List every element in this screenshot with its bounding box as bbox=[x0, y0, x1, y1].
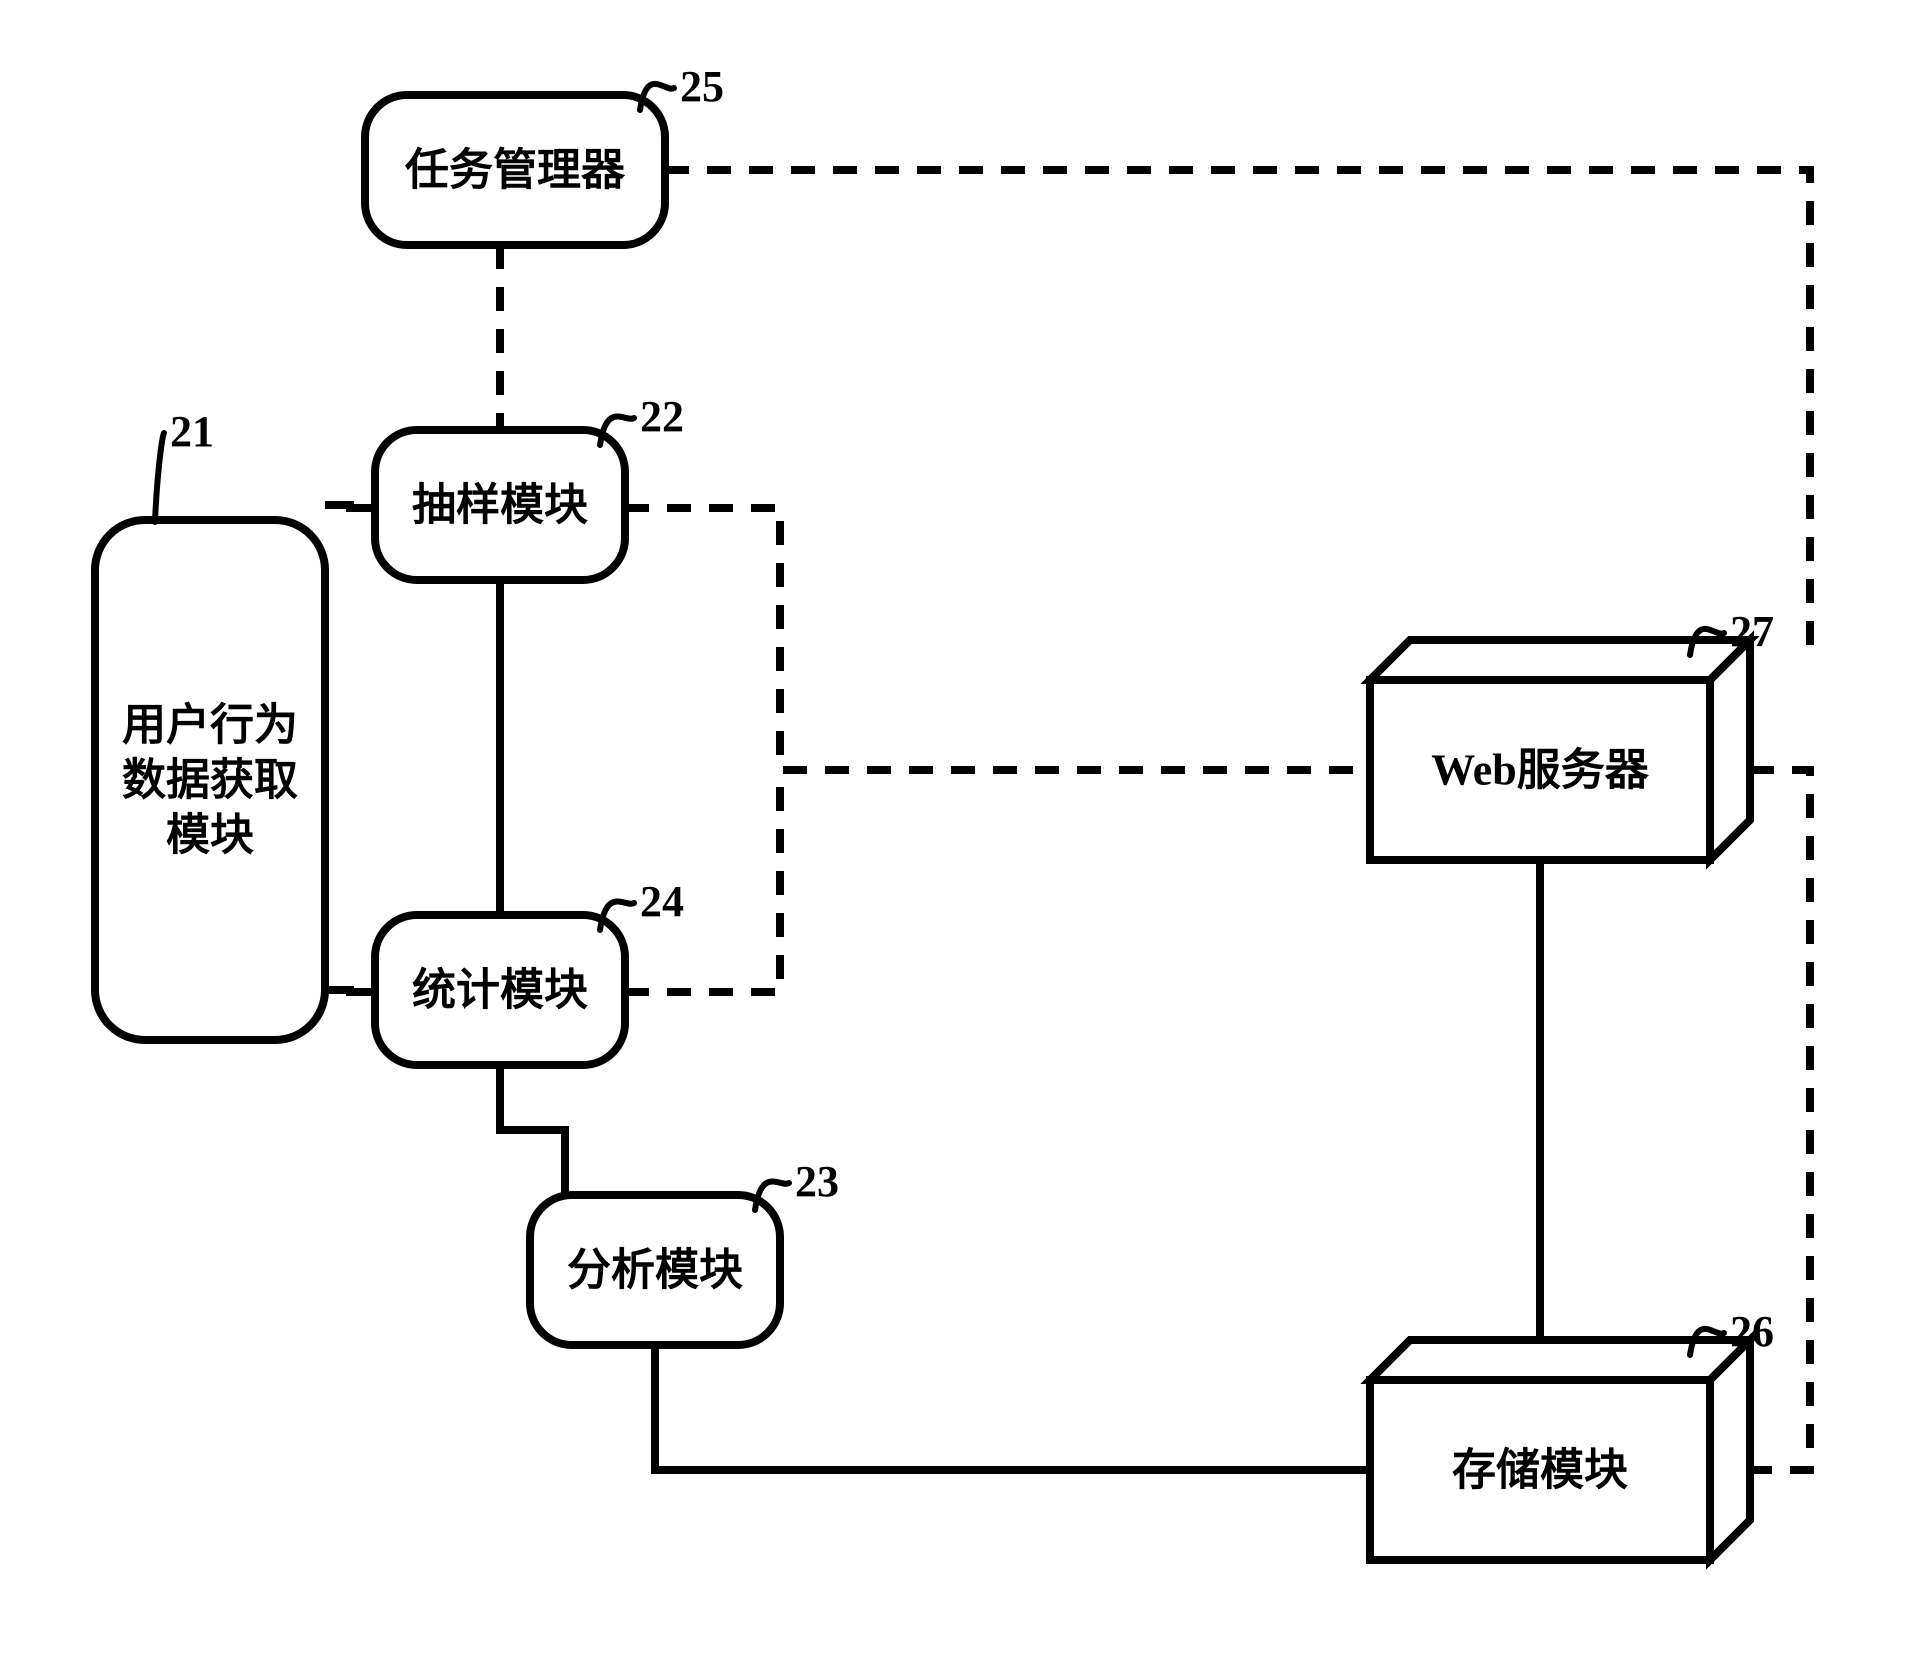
node-n26: 存储模块 26 bbox=[1370, 1307, 1774, 1560]
ref-n21: 21 bbox=[170, 407, 214, 456]
node-n24: 统计模块 24 bbox=[375, 877, 684, 1065]
nodes-layer: 用户行为数据获取模块 21 任务管理器 25 抽样模块 22 统计模块 24 分析模块 23 Web… bbox=[95, 62, 1774, 1560]
node-n25-label: 任务管理器 bbox=[405, 146, 626, 195]
ref-n23: 23 bbox=[795, 1157, 839, 1206]
ref-n25: 25 bbox=[680, 62, 724, 111]
edge-e_21_24 bbox=[325, 990, 375, 992]
node-n21-label: 用户行为 bbox=[122, 701, 298, 750]
ref-n26: 26 bbox=[1730, 1307, 1774, 1356]
edge-e_22_27 bbox=[625, 508, 1370, 770]
ref-n24: 24 bbox=[640, 877, 684, 926]
node-n23: 分析模块 23 bbox=[530, 1157, 839, 1345]
node-n24-label: 统计模块 bbox=[412, 966, 588, 1015]
edge-e_23_26 bbox=[655, 1345, 1370, 1470]
node-n25: 任务管理器 25 bbox=[365, 62, 724, 245]
node-n21-label: 模块 bbox=[166, 811, 254, 860]
node-n22-label: 抽样模块 bbox=[412, 481, 588, 530]
node-n21: 用户行为数据获取模块 21 bbox=[95, 407, 325, 1040]
node-n22: 抽样模块 22 bbox=[375, 392, 684, 580]
edge-e_25_27r bbox=[665, 170, 1810, 660]
edge-e_21_22 bbox=[325, 505, 375, 508]
flowchart-canvas: 用户行为数据获取模块 21 任务管理器 25 抽样模块 22 统计模块 24 分析模块 23 Web… bbox=[0, 0, 1924, 1668]
node-n27: Web服务器 27 bbox=[1370, 607, 1774, 860]
edge-e_24_23 bbox=[500, 1065, 565, 1195]
node-n26-label: 存储模块 bbox=[1452, 1446, 1628, 1495]
node-n23-label: 分析模块 bbox=[567, 1246, 743, 1295]
leader-n21 bbox=[155, 433, 164, 522]
node-n27-label: Web服务器 bbox=[1431, 746, 1650, 795]
ref-n22: 22 bbox=[640, 392, 684, 441]
ref-n27: 27 bbox=[1730, 607, 1774, 656]
node-n21-label: 数据获取 bbox=[122, 756, 298, 805]
